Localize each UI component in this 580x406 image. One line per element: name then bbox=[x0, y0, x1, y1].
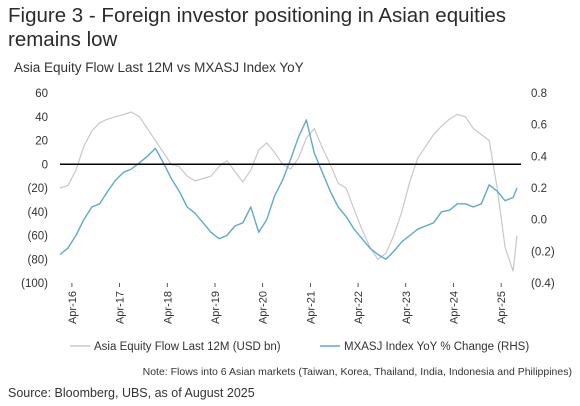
mxasj-yoy-series-line bbox=[59, 119, 518, 260]
footnote: Note: Flows into 6 Asian markets (Taiwan… bbox=[142, 366, 572, 378]
left-axis-tick-label: 0 bbox=[42, 159, 48, 171]
left-axis-tick-label: (60) bbox=[28, 231, 49, 243]
right-axis-tick-label: 0.6 bbox=[531, 120, 547, 132]
x-axis-tick-label: Apr-17 bbox=[115, 291, 127, 324]
right-axis-tick-label: 0.2 bbox=[531, 183, 547, 195]
left-axis-tick-label: 20 bbox=[35, 136, 48, 148]
x-axis-tick-label: Apr-18 bbox=[162, 291, 174, 324]
x-axis-tick-label: Apr-20 bbox=[258, 291, 270, 324]
figure-title: Figure 3 - Foreign investor positioning … bbox=[8, 4, 506, 51]
x-axis-tick-label: Apr-25 bbox=[496, 291, 508, 324]
left-axis-tick-label: (40) bbox=[28, 207, 49, 219]
right-axis-ticks: 0.8 0.6 0.4 0.2 0.0 (0.2) (0.4) bbox=[531, 88, 555, 290]
x-axis-tick-label: Apr-19 bbox=[210, 291, 222, 324]
legend: Asia Equity Flow Last 12M (USD bn) MXASJ … bbox=[70, 341, 529, 353]
left-axis-tick-label: (20) bbox=[28, 183, 49, 195]
x-axis-tick-label: Apr-16 bbox=[67, 291, 79, 324]
left-axis-ticks: 60 40 20 0 (20) (40) (60) (80) (100) bbox=[21, 88, 48, 290]
x-axis-tick-label: Apr-24 bbox=[448, 291, 460, 324]
chart-title: Asia Equity Flow Last 12M vs MXASJ Index… bbox=[14, 60, 304, 75]
left-axis-tick-label: 60 bbox=[35, 88, 48, 100]
x-axis-ticks: Apr-16 Apr-17 Apr-18 Apr-19 Apr-20 Apr-21 Apr-… bbox=[67, 283, 508, 324]
x-axis-tick-label: Apr-23 bbox=[401, 291, 413, 324]
mxasj-yoy-legend-label: MXASJ Index YoY % Change (RHS) bbox=[344, 341, 529, 353]
x-axis-tick-label: Apr-22 bbox=[353, 291, 365, 324]
left-axis-tick-label: 40 bbox=[35, 112, 48, 124]
right-axis-tick-label: 0.4 bbox=[531, 151, 548, 163]
asia-equity-flow-legend-label: Asia Equity Flow Last 12M (USD bn) bbox=[94, 341, 281, 353]
right-axis-tick-label: (0.2) bbox=[531, 246, 555, 258]
left-axis-tick-label: (100) bbox=[21, 278, 48, 290]
right-axis-tick-label: 0.0 bbox=[531, 215, 547, 227]
left-axis-tick-label: (80) bbox=[28, 254, 49, 266]
right-axis-tick-label: 0.8 bbox=[531, 88, 547, 100]
x-axis-tick-label: Apr-21 bbox=[305, 291, 317, 324]
right-axis-tick-label: (0.4) bbox=[531, 278, 555, 290]
series-lines bbox=[59, 111, 518, 272]
source-line: Source: Bloomberg, UBS, as of August 202… bbox=[8, 386, 255, 400]
asia-equity-flow-series-line bbox=[59, 111, 518, 272]
